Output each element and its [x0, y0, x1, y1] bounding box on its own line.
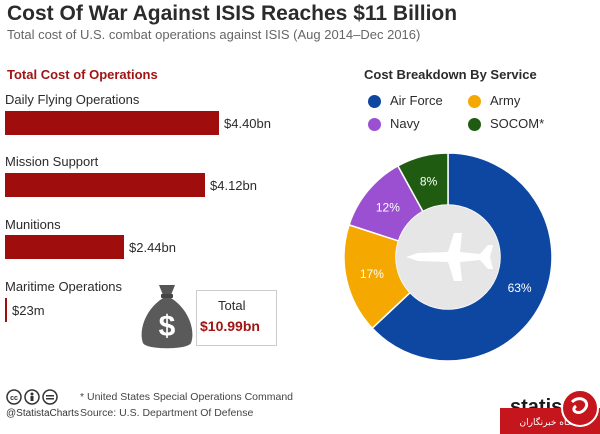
bar-munitions — [5, 235, 124, 259]
bar-label-munitions: Munitions — [5, 217, 61, 232]
legend-navy: Navy — [368, 116, 420, 132]
legend-label-navy: Navy — [390, 116, 420, 131]
legend-swatch-air-force — [368, 95, 381, 109]
bar-daily-flying — [5, 111, 219, 135]
total-value: $10.99bn — [200, 318, 260, 334]
bar-maritime — [5, 298, 7, 322]
bar-value-daily-flying: $4.40bn — [224, 116, 271, 131]
chart-subtitle: Total cost of U.S. combat operations aga… — [7, 27, 421, 42]
bar-value-munitions: $2.44bn — [129, 240, 176, 255]
legend-label-air-force: Air Force — [390, 93, 443, 108]
donut-chart-title: Cost Breakdown By Service — [364, 67, 537, 82]
bar-chart-title: Total Cost of Operations — [7, 67, 158, 82]
fighter-jet-icon — [406, 233, 493, 281]
bar-value-mission-support: $4.12bn — [210, 178, 257, 193]
svg-text:cc: cc — [10, 395, 18, 402]
money-bag-icon: $ — [141, 285, 193, 349]
bar-value-maritime: $23m — [12, 303, 45, 318]
footnote: * United States Special Operations Comma… — [80, 391, 294, 403]
bar-mission-support — [5, 173, 205, 197]
legend-swatch-army — [468, 95, 481, 109]
legend-socom: SOCOM* — [468, 116, 545, 132]
svg-text:$: $ — [159, 310, 176, 343]
statista-handle: @StatistaCharts — [6, 408, 79, 419]
bar-label-mission-support: Mission Support — [5, 154, 99, 169]
legend-air-force: Air Force — [368, 93, 443, 109]
source: Source: U.S. Department Of Defense — [80, 407, 254, 419]
donut-slice-air-force — [371, 152, 553, 362]
donut-label-air-force: 63% — [508, 281, 532, 295]
news-agency-watermark: باشگاه خبرنگاران — [500, 389, 600, 434]
legend-army: Army — [468, 93, 521, 109]
legend-swatch-navy — [368, 118, 381, 132]
total-box — [196, 290, 277, 346]
bar-label-daily-flying: Daily Flying Operations — [5, 92, 140, 107]
donut-label-socom: 8% — [420, 174, 438, 188]
donut-label-navy: 12% — [376, 200, 400, 214]
donut-label-army: 17% — [360, 267, 384, 281]
legend-label-socom: SOCOM* — [490, 116, 545, 131]
license-icons: cc — [6, 389, 58, 405]
total-label: Total — [218, 298, 246, 313]
chart-title: Cost Of War Against ISIS Reaches $11 Bil… — [7, 2, 458, 25]
legend-swatch-socom — [468, 118, 481, 132]
legend-label-army: Army — [490, 93, 521, 108]
bar-label-maritime: Maritime Operations — [5, 279, 123, 294]
